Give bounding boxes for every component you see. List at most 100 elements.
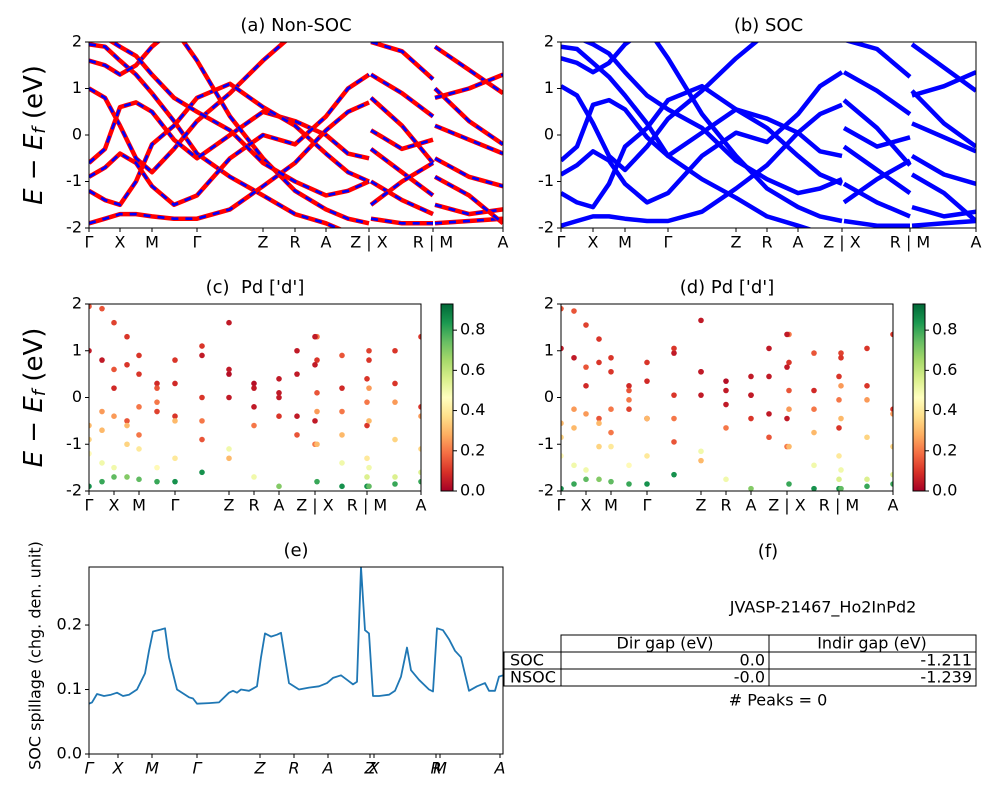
band-point [314, 390, 320, 396]
table-value: -1.239 [920, 668, 972, 687]
band-point [172, 380, 178, 387]
x-tick-label: R | M [819, 496, 859, 515]
band-point [364, 422, 370, 429]
band-point [294, 371, 300, 377]
band-point [748, 373, 754, 380]
y-axis-label-part: E − E [19, 396, 49, 468]
x-tick-label: Γ [171, 496, 180, 515]
band-point [561, 305, 564, 312]
band-point [172, 455, 178, 462]
band-point [571, 354, 577, 361]
band-point [748, 415, 754, 422]
band-point [583, 476, 589, 483]
x-tick-label: X [115, 233, 126, 252]
x-tick-label: R [761, 233, 772, 252]
band-point [99, 478, 105, 485]
band-point [392, 481, 398, 487]
band-point [364, 455, 370, 462]
band-point [312, 361, 318, 368]
band-point [199, 418, 205, 424]
band-point [418, 469, 421, 476]
band-point [626, 387, 632, 394]
y-axis-label: SOC spillage (chg. den. unit) [26, 541, 45, 770]
band-point [561, 434, 564, 441]
band-point [418, 446, 421, 452]
band-point [172, 478, 178, 485]
band-point [392, 347, 398, 354]
colorbar-tick-label: 0.8 [460, 320, 485, 339]
band-point [364, 376, 370, 382]
band-point [366, 357, 372, 363]
band-point [608, 443, 614, 450]
band-point [392, 436, 398, 443]
band-point [748, 485, 754, 491]
band-point [608, 478, 614, 485]
x-tick-label: Z | X [768, 496, 806, 515]
band-point [890, 406, 893, 412]
band-point [418, 404, 421, 410]
x-tick-label: A [322, 759, 334, 778]
band-point [89, 436, 92, 443]
band-point [836, 397, 842, 403]
band-line-dashed [89, 100, 503, 197]
band-point [136, 404, 142, 410]
band-point [339, 432, 345, 438]
band-line [561, 102, 976, 228]
band-point [596, 359, 602, 366]
band-point [364, 474, 370, 480]
band-point [294, 413, 300, 420]
band-point [723, 476, 729, 483]
band-point [251, 385, 257, 391]
band-point [890, 471, 893, 478]
band-point [339, 385, 345, 391]
band-point [583, 322, 589, 328]
band-point [626, 406, 632, 412]
x-tick-label: Γ [85, 233, 94, 252]
x-tick-label: M [145, 233, 159, 252]
band-point [644, 378, 650, 384]
x-tick-label: R [289, 233, 300, 252]
band-point [583, 383, 589, 389]
axes-frame [88, 566, 504, 755]
band-point [671, 415, 677, 422]
band-point [312, 333, 318, 340]
band-point [154, 478, 160, 485]
band-point [124, 361, 130, 368]
band-line-dashed [89, 42, 503, 175]
band-point [226, 394, 232, 401]
band-point [838, 467, 844, 473]
band-point [608, 354, 614, 361]
chart-panel: (a) Non-SOC -2 -1 0 1 2 Γ X M Γ Z R A Z | X R | M A E − … [19, 15, 509, 252]
band-point [671, 471, 677, 478]
band-point [172, 418, 178, 424]
band-point [583, 467, 589, 473]
band-point [111, 413, 117, 420]
axes-frame [560, 303, 894, 492]
band-point [136, 446, 142, 452]
y-tick-label: 2 [72, 294, 82, 313]
y-tick-label: 0.0 [57, 744, 82, 763]
x-tick-label: Γ [557, 496, 566, 515]
band-point [314, 478, 320, 485]
band-point [644, 453, 650, 459]
y-tick-label: 1 [544, 340, 554, 359]
band-point [698, 448, 704, 455]
y-tick-label: 0 [544, 125, 554, 144]
band-point [154, 399, 160, 405]
band-point [671, 439, 677, 445]
x-tick-label: Γ [643, 496, 652, 515]
x-tick-label: Γ [557, 233, 566, 252]
x-tick-label: X [581, 496, 592, 515]
table-value: -1.211 [920, 651, 972, 670]
band-point [154, 464, 160, 471]
x-tick-label: M [433, 759, 447, 778]
band-point [276, 483, 282, 490]
y-tick-label: 0 [544, 387, 554, 406]
band-point [608, 406, 614, 412]
band-point [89, 450, 92, 457]
band-point [596, 336, 602, 342]
band-point [314, 441, 320, 448]
band-point [838, 383, 844, 389]
